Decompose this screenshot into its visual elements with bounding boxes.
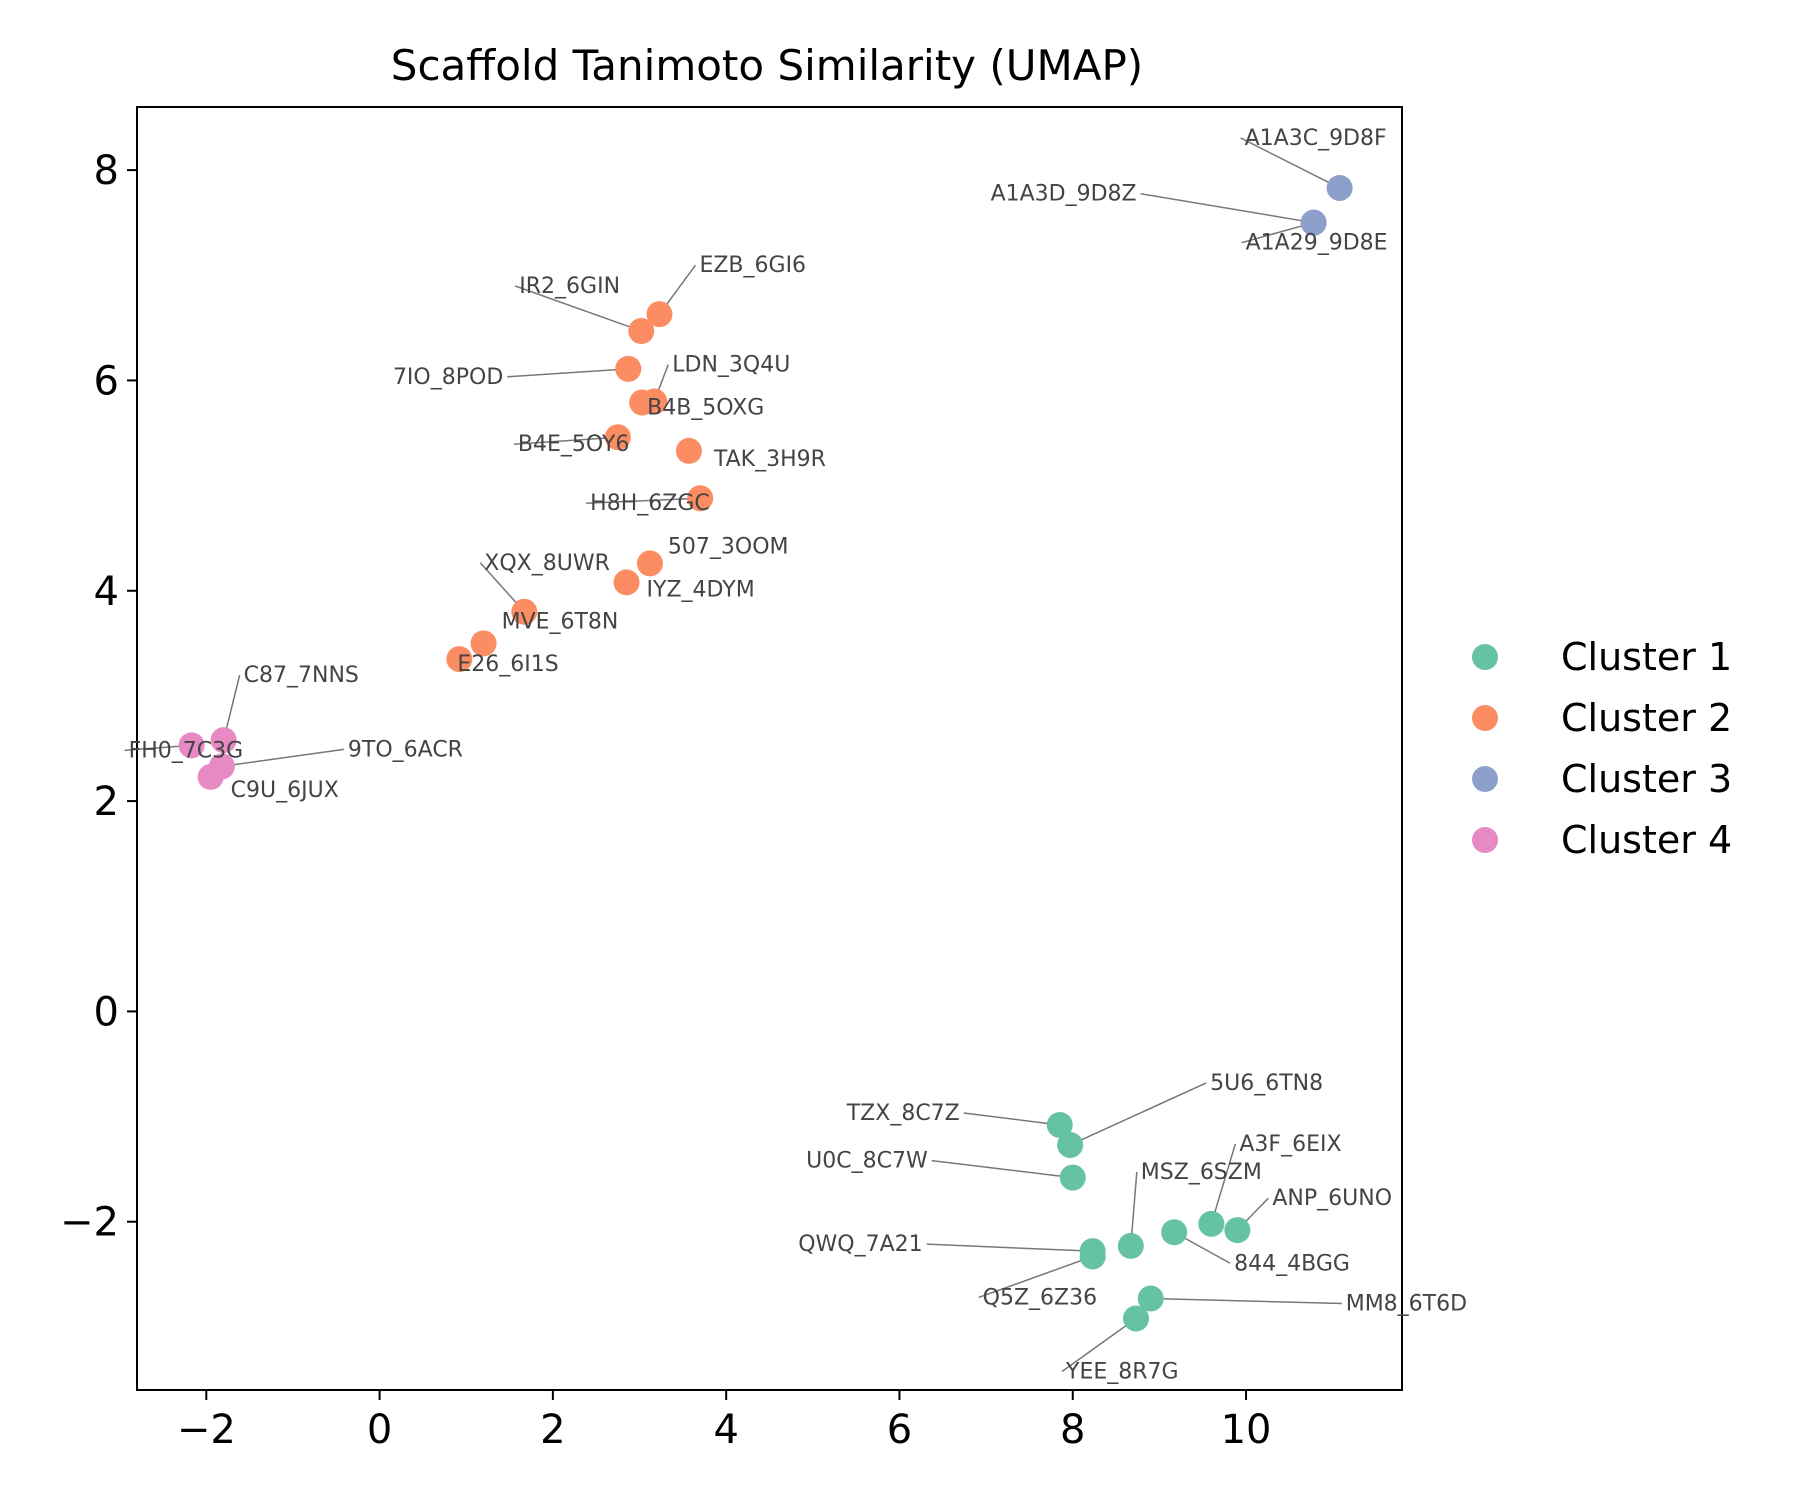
x-tick-label: 8 [1060, 1407, 1085, 1453]
label-leader [978, 1255, 1093, 1299]
legend-label: Cluster 2 [1561, 696, 1732, 740]
chart-title: Scaffold Tanimoto Similarity (UMAP) [391, 41, 1143, 90]
data-point [1059, 1164, 1086, 1191]
data-point [1057, 1131, 1084, 1158]
label-leader [926, 1243, 1093, 1252]
x-tick-label: −2 [177, 1407, 236, 1453]
legend-marker [1472, 644, 1498, 670]
point-label: 507_3OOM [668, 534, 789, 559]
point-label: A3F_6EIX [1239, 1132, 1341, 1157]
label-leader [1069, 1082, 1207, 1146]
data-point [210, 727, 237, 754]
legend-label: Cluster 1 [1561, 635, 1732, 679]
point-label: QWQ_7A21 [798, 1232, 922, 1257]
x-tick-label: 2 [540, 1407, 565, 1453]
data-point [687, 485, 714, 512]
point-label: B4B_5OXG [647, 396, 764, 421]
label-leader [931, 1159, 1073, 1179]
y-tick-label: 6 [94, 358, 119, 404]
point-label: 7IO_8POD [393, 365, 503, 390]
data-point [470, 630, 497, 657]
point-label: EZB_6GI6 [699, 253, 806, 278]
legend-label: Cluster 3 [1561, 757, 1732, 801]
data-point [1123, 1305, 1150, 1332]
point-label: H8H_6ZGC [590, 491, 710, 516]
data-point [1224, 1217, 1251, 1244]
label-leader [963, 1112, 1060, 1126]
data-point [1300, 209, 1327, 236]
point-label: C9U_6JUX [231, 778, 339, 803]
data-point [1117, 1232, 1144, 1259]
legend-label: Cluster 4 [1561, 818, 1732, 862]
point-label: A1A3C_9D8F [1245, 126, 1387, 151]
label-leader [513, 436, 618, 445]
point-label: IYZ_4DYM [647, 577, 755, 602]
data-point [1198, 1210, 1225, 1237]
label-leader [1061, 1317, 1137, 1373]
data-point [1137, 1285, 1164, 1312]
point-label: A1A29_9D8E [1246, 231, 1388, 256]
data-point [628, 317, 655, 344]
point-label: Q5Z_6Z36 [983, 1285, 1097, 1310]
data-point [197, 763, 224, 790]
point-label: TAK_3H9R [713, 447, 826, 472]
point-label: XQX_8UWR [484, 551, 610, 576]
label-leader [1240, 137, 1340, 189]
point-label: LDN_3Q4U [672, 352, 790, 377]
point-label: MSZ_6SZM [1141, 1160, 1262, 1185]
label-leader [1150, 1297, 1342, 1305]
point-label: FH0_7C3G [129, 738, 244, 763]
data-point [675, 437, 702, 464]
label-leader [586, 497, 701, 504]
point-label: B4E_5OY6 [518, 432, 630, 457]
point-label: 844_4BGG [1234, 1251, 1350, 1276]
data-point [604, 424, 631, 451]
label-leader [1210, 1143, 1237, 1225]
point-label: 5U6_6TN8 [1210, 1071, 1323, 1096]
data-point [629, 389, 656, 416]
data-point [511, 598, 538, 625]
data-point [615, 355, 642, 382]
label-leader [221, 748, 345, 768]
y-tick-label: 4 [94, 569, 119, 615]
point-label: YEE_8R7G [1065, 1359, 1179, 1384]
legend-marker [1472, 705, 1498, 731]
point-label: A1A3D_9D8Z [991, 182, 1137, 207]
label-leader [507, 368, 629, 378]
data-point [1046, 1111, 1073, 1138]
x-tick-label: 0 [367, 1407, 392, 1453]
point-label: 9TO_6ACR [348, 737, 463, 762]
data-point [1161, 1219, 1188, 1246]
data-point [613, 569, 640, 596]
legend-marker [1472, 827, 1498, 853]
data-point [1326, 174, 1353, 201]
label-leader [1140, 192, 1314, 224]
y-tick-label: 0 [94, 989, 119, 1035]
plot-frame [136, 106, 1403, 1391]
y-tick-label: −2 [60, 1200, 119, 1246]
point-label: C87_7NNS [244, 663, 359, 688]
point-label: TZX_8C7Z [846, 1101, 960, 1126]
data-point [636, 550, 663, 577]
y-tick-label: 8 [94, 148, 119, 194]
point-label: U0C_8C7W [806, 1149, 928, 1174]
point-label: MVE_6T8N [502, 609, 619, 634]
legend-marker [1472, 766, 1498, 792]
y-tick-label: 2 [94, 779, 119, 825]
data-point [178, 732, 205, 759]
data-point [646, 301, 673, 328]
x-tick-label: 10 [1221, 1407, 1272, 1453]
label-leader [515, 285, 642, 332]
point-label: IR2_6GIN [519, 274, 620, 299]
data-point [446, 646, 473, 673]
point-label: E26_6I1S [457, 652, 558, 677]
x-tick-label: 4 [713, 1407, 738, 1453]
data-point [1079, 1243, 1106, 1270]
point-label: ANP_6UNO [1272, 1186, 1392, 1211]
x-tick-label: 6 [887, 1407, 912, 1453]
point-label: MM8_6T6D [1346, 1292, 1467, 1317]
